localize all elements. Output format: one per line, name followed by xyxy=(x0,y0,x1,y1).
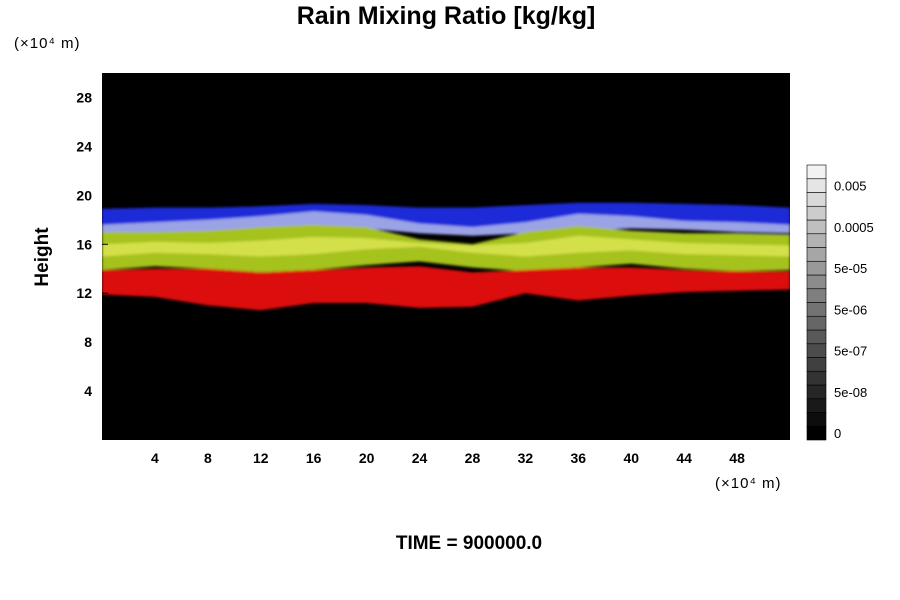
colorbar-cell xyxy=(806,192,827,207)
y-tick-label: 8 xyxy=(84,334,92,350)
colorbar-cell xyxy=(806,315,827,331)
colorbar-cell xyxy=(806,178,827,193)
x-tick-label: 28 xyxy=(465,450,481,466)
colorbar-label: 5e-06 xyxy=(834,302,867,317)
x-tick-label: 12 xyxy=(253,450,269,466)
chart-title: Rain Mixing Ratio [kg/kg] xyxy=(297,2,596,30)
colorbar-label: 0.005 xyxy=(834,179,867,194)
x-tick-label: 40 xyxy=(623,450,639,466)
y-tick-label: 20 xyxy=(76,187,92,203)
y-axis-ticks: 4 8 12 16 20 24 28 xyxy=(76,89,108,399)
colorbar-cell xyxy=(806,274,827,290)
colorbar-label: 5e-05 xyxy=(834,261,867,276)
y-tick-label: 12 xyxy=(76,285,92,301)
colorbar-cell xyxy=(806,205,827,221)
y-tick-label: 4 xyxy=(84,383,92,399)
x-axis-unit-label: (×10⁴ m) xyxy=(715,475,782,492)
colorbar-cell xyxy=(806,260,827,276)
colorbar-cell xyxy=(806,412,827,427)
x-tick-label: 36 xyxy=(571,450,587,466)
colorbar-cell xyxy=(806,425,827,441)
field-layers xyxy=(102,202,790,311)
colorbar-cell xyxy=(806,247,827,262)
y-tick-label: 24 xyxy=(76,138,92,154)
time-label: TIME = 900000.0 xyxy=(396,533,542,554)
y-tick-label: 16 xyxy=(76,236,92,252)
x-tick-label: 48 xyxy=(729,450,745,466)
x-tick-label: 44 xyxy=(676,450,692,466)
x-tick-label: 8 xyxy=(204,450,212,466)
colorbar-cell xyxy=(806,370,827,386)
y-tick-label: 28 xyxy=(76,89,92,105)
colorbar-cell xyxy=(806,343,827,358)
colorbar-cell xyxy=(806,233,827,248)
colorbar-cell xyxy=(806,302,827,317)
colorbar-cell xyxy=(806,357,827,372)
colorbar-labels: 0 5e-08 5e-07 5e-06 5e-05 0.0005 0.005 xyxy=(834,179,874,442)
x-tick-label: 4 xyxy=(151,450,159,466)
x-tick-label: 20 xyxy=(359,450,375,466)
colorbar-label: 0.0005 xyxy=(834,220,874,235)
colorbar-cell xyxy=(806,384,827,400)
x-tick-label: 32 xyxy=(518,450,534,466)
colorbar-label: 5e-07 xyxy=(834,344,867,359)
colorbar-cell xyxy=(806,288,827,303)
field-layer-1 xyxy=(102,211,790,237)
x-axis-ticks: 4 8 12 16 20 24 28 32 36 40 44 48 xyxy=(151,434,745,466)
field-layer-4 xyxy=(102,266,790,311)
colorbar-label: 5e-08 xyxy=(834,385,867,400)
x-tick-label: 16 xyxy=(306,450,322,466)
y-axis-label: Height xyxy=(32,227,53,287)
y-axis-unit-label: (×10⁴ m) xyxy=(14,35,81,52)
x-tick-label: 24 xyxy=(412,450,428,466)
colorbar xyxy=(806,164,827,441)
colorbar-cell xyxy=(806,164,827,180)
field-layer-3 xyxy=(102,235,790,257)
colorbar-cell xyxy=(806,398,827,413)
colorbar-label: 0 xyxy=(834,426,841,441)
colorbar-cell xyxy=(806,219,827,235)
colorbar-cell xyxy=(806,329,827,345)
